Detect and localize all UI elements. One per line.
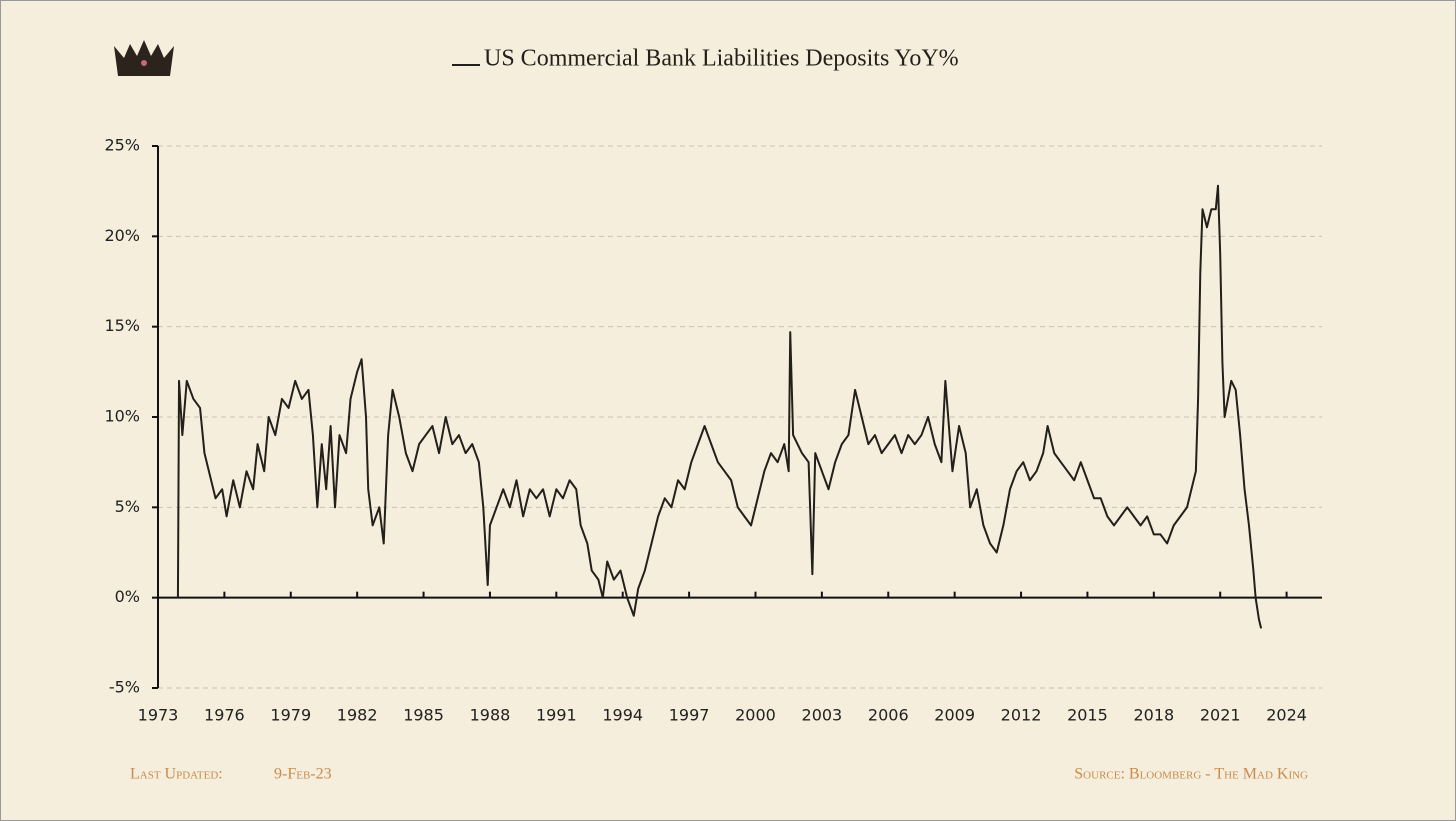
y-tick-label: 15% (104, 316, 140, 335)
y-tick-label: 25% (104, 136, 140, 155)
crown-logo (114, 40, 174, 76)
x-tick-label: 1991 (536, 706, 577, 725)
x-tick-label: 2003 (802, 706, 843, 725)
footer-updated-label: Last Updated: (130, 766, 223, 783)
x-tick-label: 2015 (1067, 706, 1108, 725)
x-tick-label: 1994 (602, 706, 643, 725)
x-tick-label: 1982 (337, 706, 378, 725)
x-tick-label: 1976 (204, 706, 245, 725)
x-tick-label: 2006 (868, 706, 909, 725)
data-line (176, 184, 1263, 629)
legend-label: US Commercial Bank Liabilities Deposits … (484, 46, 959, 72)
x-tick-label: 1979 (270, 706, 311, 725)
x-tick-label: 2021 (1200, 706, 1241, 725)
y-tick-label: 5% (115, 497, 140, 516)
x-tick-label: 2024 (1266, 706, 1307, 725)
x-tick-label: 1988 (470, 706, 511, 725)
y-tick-label: 10% (104, 407, 140, 426)
x-tick-label: 2012 (1001, 706, 1042, 725)
x-tick-label: 2009 (934, 706, 975, 725)
x-tick-label: 2000 (735, 706, 776, 725)
footer-source: Source: Bloomberg - The Mad King (1074, 766, 1308, 783)
x-tick-label: 2018 (1133, 706, 1174, 725)
x-tick-label: 1997 (669, 706, 710, 725)
y-tick-label: 0% (115, 587, 140, 606)
y-tick-label: -5% (109, 678, 140, 697)
x-tick-label: 1985 (403, 706, 444, 725)
footer-updated-date: 9-Feb-23 (274, 766, 332, 783)
x-tick-label: 1973 (138, 706, 179, 725)
y-tick-label: 20% (104, 226, 140, 245)
